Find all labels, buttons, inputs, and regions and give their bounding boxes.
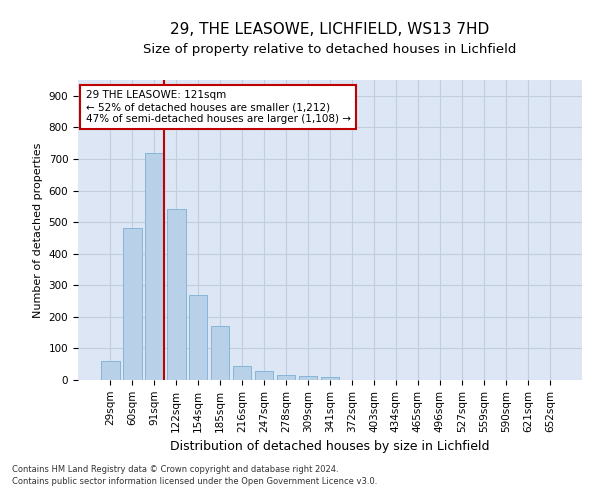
Bar (211, 326, 229, 380)
Bar (299, 376, 317, 380)
Bar (277, 376, 295, 380)
Text: Size of property relative to detached houses in Lichfield: Size of property relative to detached ho… (143, 42, 517, 56)
Bar (145, 152, 164, 380)
Text: Contains HM Land Registry data © Crown copyright and database right 2024.: Contains HM Land Registry data © Crown c… (12, 466, 338, 474)
Y-axis label: Number of detached properties: Number of detached properties (33, 142, 43, 318)
Bar (101, 361, 119, 380)
Text: Contains public sector information licensed under the Open Government Licence v3: Contains public sector information licen… (12, 477, 377, 486)
X-axis label: Distribution of detached houses by size in Lichfield: Distribution of detached houses by size … (170, 440, 490, 453)
Bar (255, 370, 274, 380)
Text: 29, THE LEASOWE, LICHFIELD, WS13 7HD: 29, THE LEASOWE, LICHFIELD, WS13 7HD (170, 22, 490, 38)
Bar (167, 210, 185, 380)
Bar (123, 228, 142, 380)
Text: 29 THE LEASOWE: 121sqm
← 52% of detached houses are smaller (1,212)
47% of semi-: 29 THE LEASOWE: 121sqm ← 52% of detached… (86, 90, 350, 124)
Bar (320, 378, 340, 380)
Bar (233, 366, 251, 380)
Bar (189, 294, 208, 380)
